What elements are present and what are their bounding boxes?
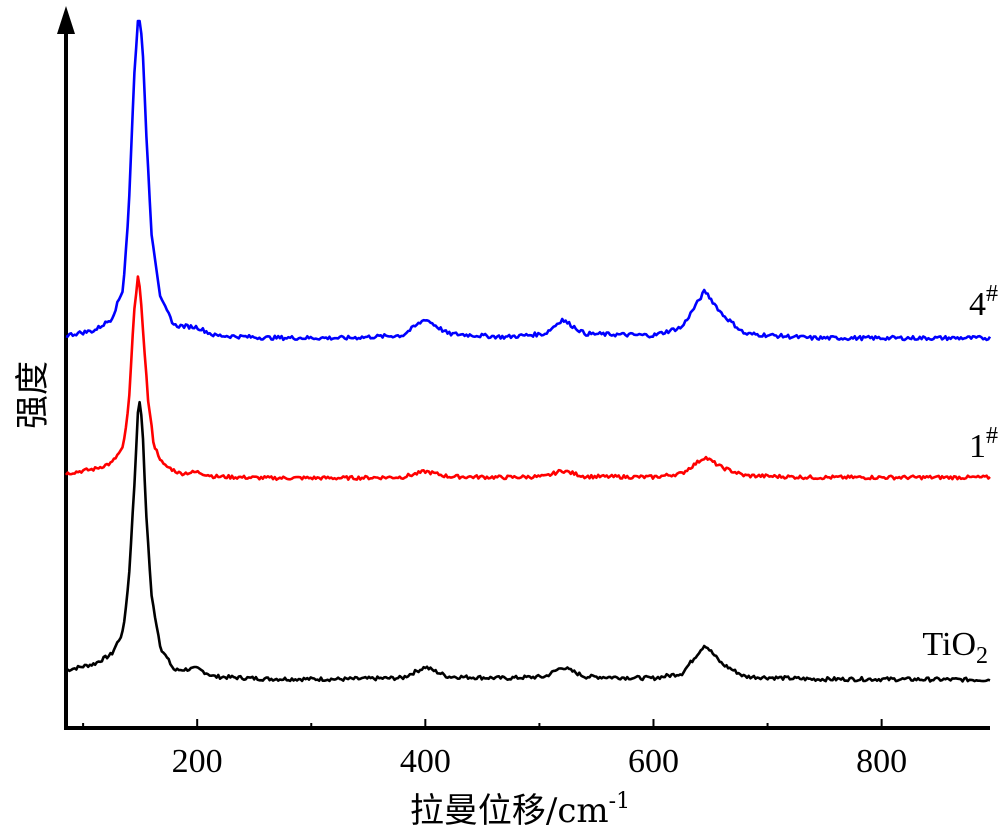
x-tick-label: 400	[400, 743, 451, 780]
x-tick-label: 800	[856, 743, 907, 780]
series-label: TiO2	[922, 626, 988, 669]
y-axis-arrow	[57, 6, 75, 34]
series-line	[65, 19, 992, 342]
x-tick-label: 200	[172, 743, 223, 780]
series-labels: TiO2 1# 4#	[922, 281, 998, 669]
x-tick-label: 600	[628, 743, 679, 780]
series-lines	[64, 19, 992, 683]
x-tick-labels: 200 400 600 800	[172, 743, 907, 780]
y-axis-title: 强度	[13, 361, 53, 429]
series-label: 1#	[969, 423, 998, 465]
x-axis-title: 拉曼位移/cm-1	[410, 789, 630, 831]
x-axis-title-superscript: -1	[609, 789, 630, 814]
x-ticks	[82, 719, 883, 728]
series-label: 4#	[969, 281, 998, 323]
series-line	[65, 400, 991, 683]
series-line	[64, 275, 991, 481]
